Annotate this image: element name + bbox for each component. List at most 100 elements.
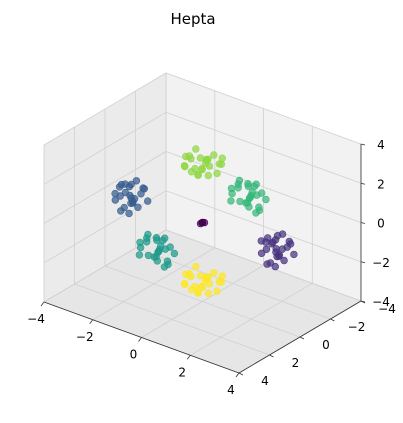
y-gridline: [104, 109, 301, 338]
data-point: [125, 209, 133, 218]
z-gridline: [43, 229, 362, 303]
data-point: [236, 197, 244, 206]
data-point: [194, 171, 202, 179]
data-point: [155, 245, 164, 254]
z-gridline: [43, 111, 362, 185]
data-point: [116, 192, 124, 200]
data-point: [258, 189, 266, 197]
data-point: [247, 191, 255, 200]
data-point: [280, 256, 288, 265]
chart-title: Hepta: [170, 10, 215, 28]
data-point: [166, 243, 174, 251]
data-point: [210, 269, 218, 277]
data-point: [217, 160, 226, 168]
data-point: [159, 236, 167, 245]
data-point: [262, 238, 270, 246]
data-point: [187, 168, 196, 176]
y-tick-mark: [299, 336, 305, 340]
y-tick-label: 4: [261, 374, 269, 388]
data-point: [250, 182, 259, 191]
x-tick-mark: [40, 301, 45, 307]
data-point: [234, 180, 242, 188]
data-point: [135, 251, 144, 259]
data-point: [262, 245, 271, 254]
y-tick-mark: [269, 354, 274, 358]
data-point: [200, 218, 209, 227]
x-tick-mark: [186, 355, 191, 360]
data-point: [170, 249, 179, 258]
z-tick-label: −2: [372, 256, 390, 270]
y-tick-label: 0: [322, 338, 330, 352]
z-tick-label: 0: [377, 217, 385, 231]
data-point: [129, 198, 137, 206]
data-point: [244, 180, 252, 188]
data-point: [213, 169, 221, 178]
data-point: [198, 283, 206, 291]
data-point: [198, 165, 206, 174]
data-point: [134, 203, 142, 212]
z-tick-mark: [360, 222, 366, 224]
z-gridline: [43, 190, 362, 264]
data-point: [228, 189, 236, 198]
y-tick-mark: [238, 372, 244, 376]
data-point: [181, 280, 189, 288]
data-point: [121, 188, 130, 197]
data-point: [263, 260, 271, 268]
data-point: [275, 251, 283, 259]
data-point: [196, 154, 205, 162]
x-tick-mark: [235, 372, 240, 378]
data-point: [152, 234, 161, 242]
z-tick-mark: [360, 261, 366, 264]
data-point: [143, 234, 151, 242]
data-point: [136, 243, 145, 252]
data-point: [283, 243, 291, 251]
data-point: [213, 287, 221, 295]
data-point: [217, 278, 226, 286]
data-point: [269, 238, 277, 247]
data-point: [262, 195, 270, 204]
data-point: [164, 260, 172, 269]
x-tick-label: −2: [76, 330, 94, 344]
data-point: [185, 270, 194, 278]
data-point: [127, 180, 135, 189]
data-point: [273, 232, 282, 240]
data-point: [187, 285, 196, 294]
data-point: [121, 180, 129, 188]
data-point: [140, 185, 149, 193]
data-point: [144, 197, 152, 205]
data-point: [218, 154, 227, 162]
x-gridline: [141, 108, 264, 338]
data-point: [218, 272, 227, 280]
x-tick-label: 2: [178, 365, 186, 379]
x-tick-label: 4: [227, 383, 235, 397]
data-point: [271, 262, 279, 271]
z-tick-label: −4: [372, 295, 390, 309]
data-point: [257, 249, 266, 258]
y-gridline: [135, 91, 331, 320]
data-point: [192, 263, 200, 271]
z-tick-mark: [360, 143, 366, 146]
z-tick-label: 4: [377, 138, 385, 152]
data-point: [132, 177, 141, 185]
data-point: [227, 197, 235, 205]
z-tick-mark: [360, 300, 366, 303]
data-point: [181, 162, 189, 171]
x-tick-label: 0: [130, 348, 138, 362]
x-tick-mark: [89, 319, 94, 324]
data-point: [290, 250, 298, 259]
data-point: [194, 288, 202, 297]
data-point: [196, 272, 205, 280]
data-point: [137, 190, 145, 198]
data-point: [192, 145, 200, 153]
data-point: [204, 289, 213, 297]
x-gridline: [92, 90, 216, 321]
y-tick-label: −4: [378, 302, 396, 316]
data-point: [185, 152, 194, 160]
z-tick-label: 2: [377, 177, 385, 191]
x-tick-label: −4: [27, 312, 45, 326]
z-gridline: [43, 72, 362, 146]
y-tick-label: −2: [348, 320, 366, 334]
y-tick-mark: [330, 318, 335, 322]
